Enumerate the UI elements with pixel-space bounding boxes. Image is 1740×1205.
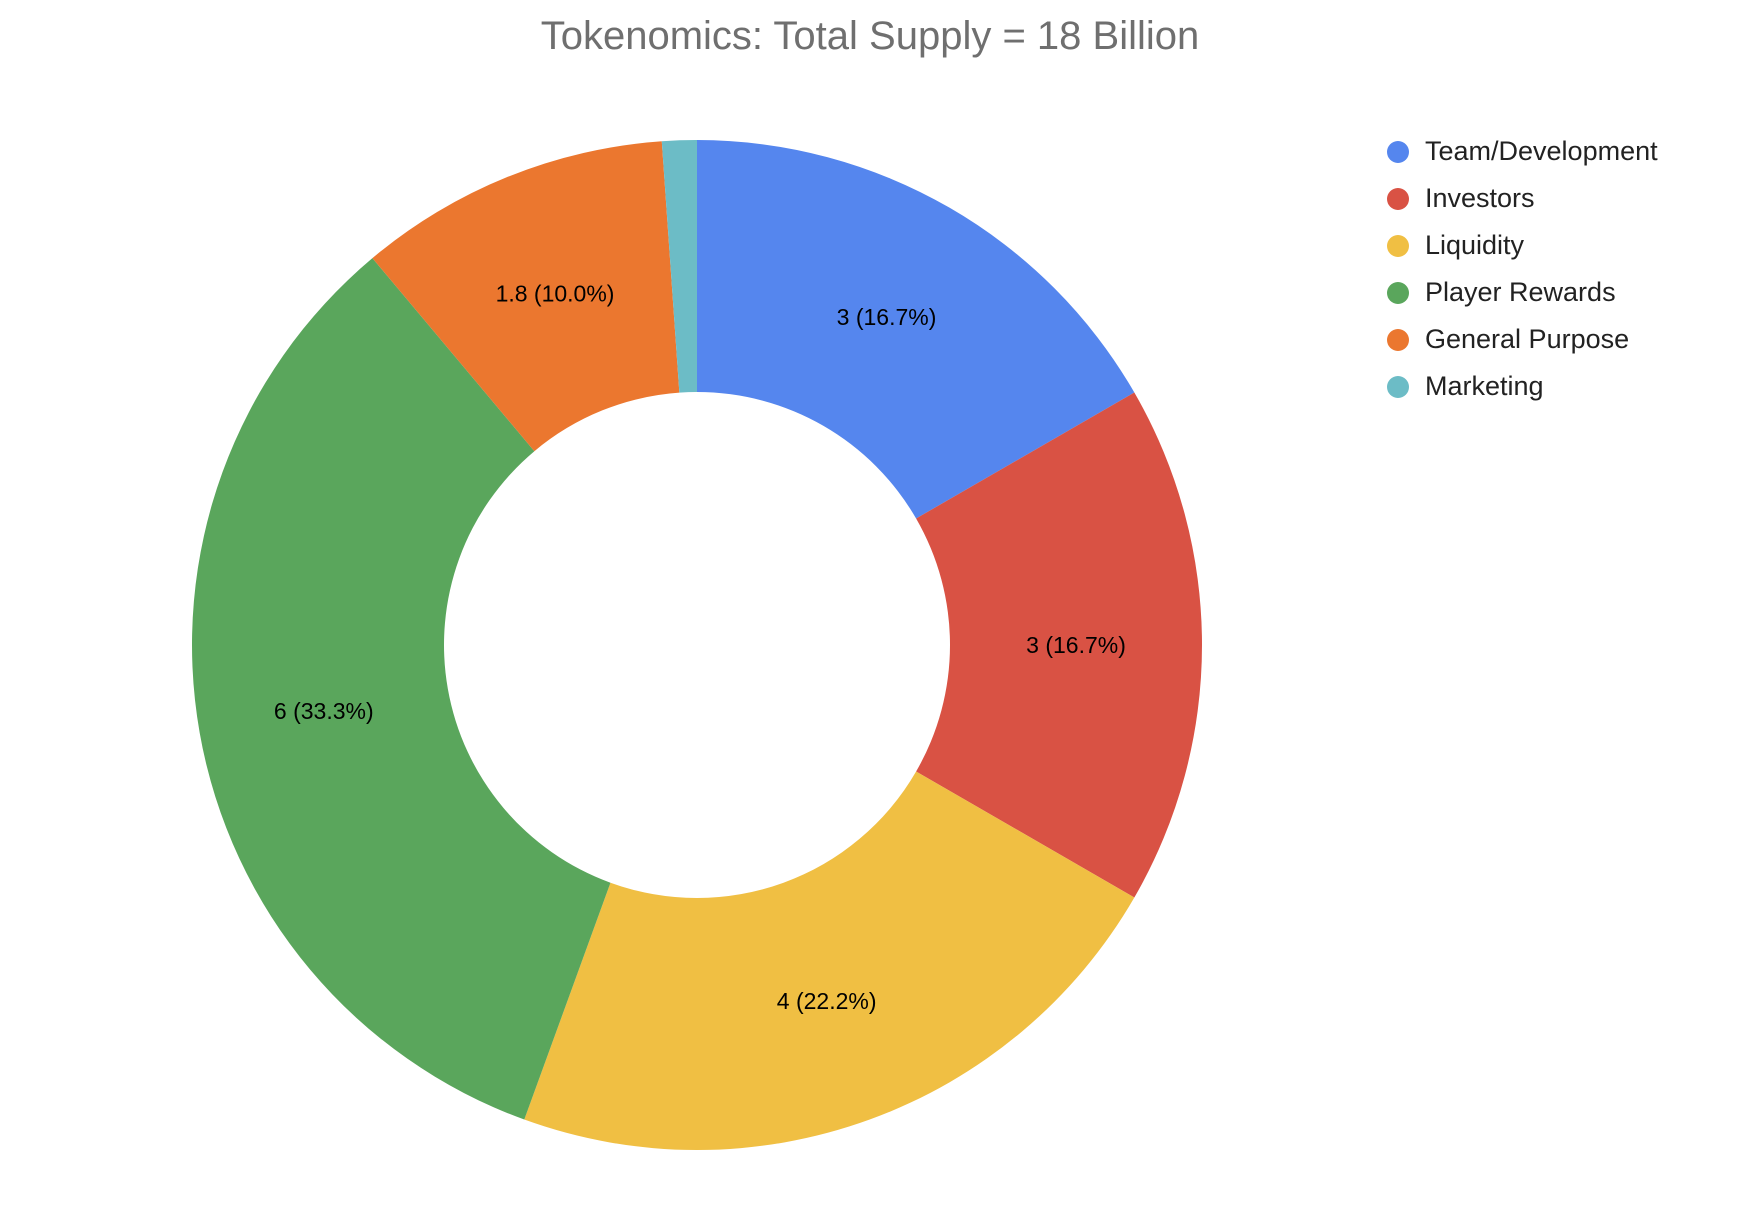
chart-slice-labels: 3 (16.7%) 3 (16.7%) 4 (22.2%) 6 (33.3%) 1.8 … — [274, 281, 1126, 1015]
legend-swatch-icon — [1387, 281, 1409, 304]
legend-label: Player Rewards — [1425, 277, 1616, 307]
legend: Team/Development Investors Liquidity Player… — [1387, 128, 1658, 410]
legend-item-general-purpose[interactable]: General Purpose — [1387, 316, 1658, 363]
chart-slices — [191, 140, 1202, 1151]
slice-label-team-development: 3 (16.7%) — [837, 304, 937, 330]
legend-swatch-icon — [1387, 140, 1409, 163]
legend-item-player-rewards[interactable]: Player Rewards — [1387, 269, 1658, 316]
legend-item-marketing[interactable]: Marketing — [1387, 363, 1658, 410]
legend-label: Investors — [1425, 183, 1535, 213]
legend-swatch-icon — [1387, 187, 1409, 210]
legend-label: General Purpose — [1425, 324, 1630, 354]
legend-swatch-icon — [1387, 375, 1409, 398]
slice-label-investors: 3 (16.7%) — [1026, 632, 1126, 658]
legend-label: Liquidity — [1425, 230, 1525, 260]
slice-investors[interactable] — [916, 392, 1202, 898]
slice-label-general-purpose: 1.8 (10.0%) — [496, 281, 615, 307]
slice-liquidity[interactable] — [524, 771, 1135, 1151]
legend-item-team-development[interactable]: Team/Development — [1387, 128, 1658, 175]
legend-item-liquidity[interactable]: Liquidity — [1387, 222, 1658, 269]
slice-label-player-rewards: 6 (33.3%) — [274, 698, 374, 724]
legend-swatch-icon — [1387, 234, 1409, 257]
slice-player-rewards[interactable] — [191, 258, 611, 1120]
chart-title: Tokenomics: Total Supply = 18 Billion — [540, 14, 1200, 58]
legend-swatch-icon — [1387, 328, 1409, 351]
legend-label: Team/Development — [1425, 136, 1658, 166]
slice-label-liquidity: 4 (22.2%) — [777, 988, 877, 1014]
slice-marketing[interactable] — [661, 140, 697, 393]
legend-item-investors[interactable]: Investors — [1387, 175, 1658, 222]
legend-label: Marketing — [1425, 371, 1544, 401]
slice-team-development[interactable] — [697, 140, 1135, 519]
slice-general-purpose[interactable] — [372, 141, 680, 452]
